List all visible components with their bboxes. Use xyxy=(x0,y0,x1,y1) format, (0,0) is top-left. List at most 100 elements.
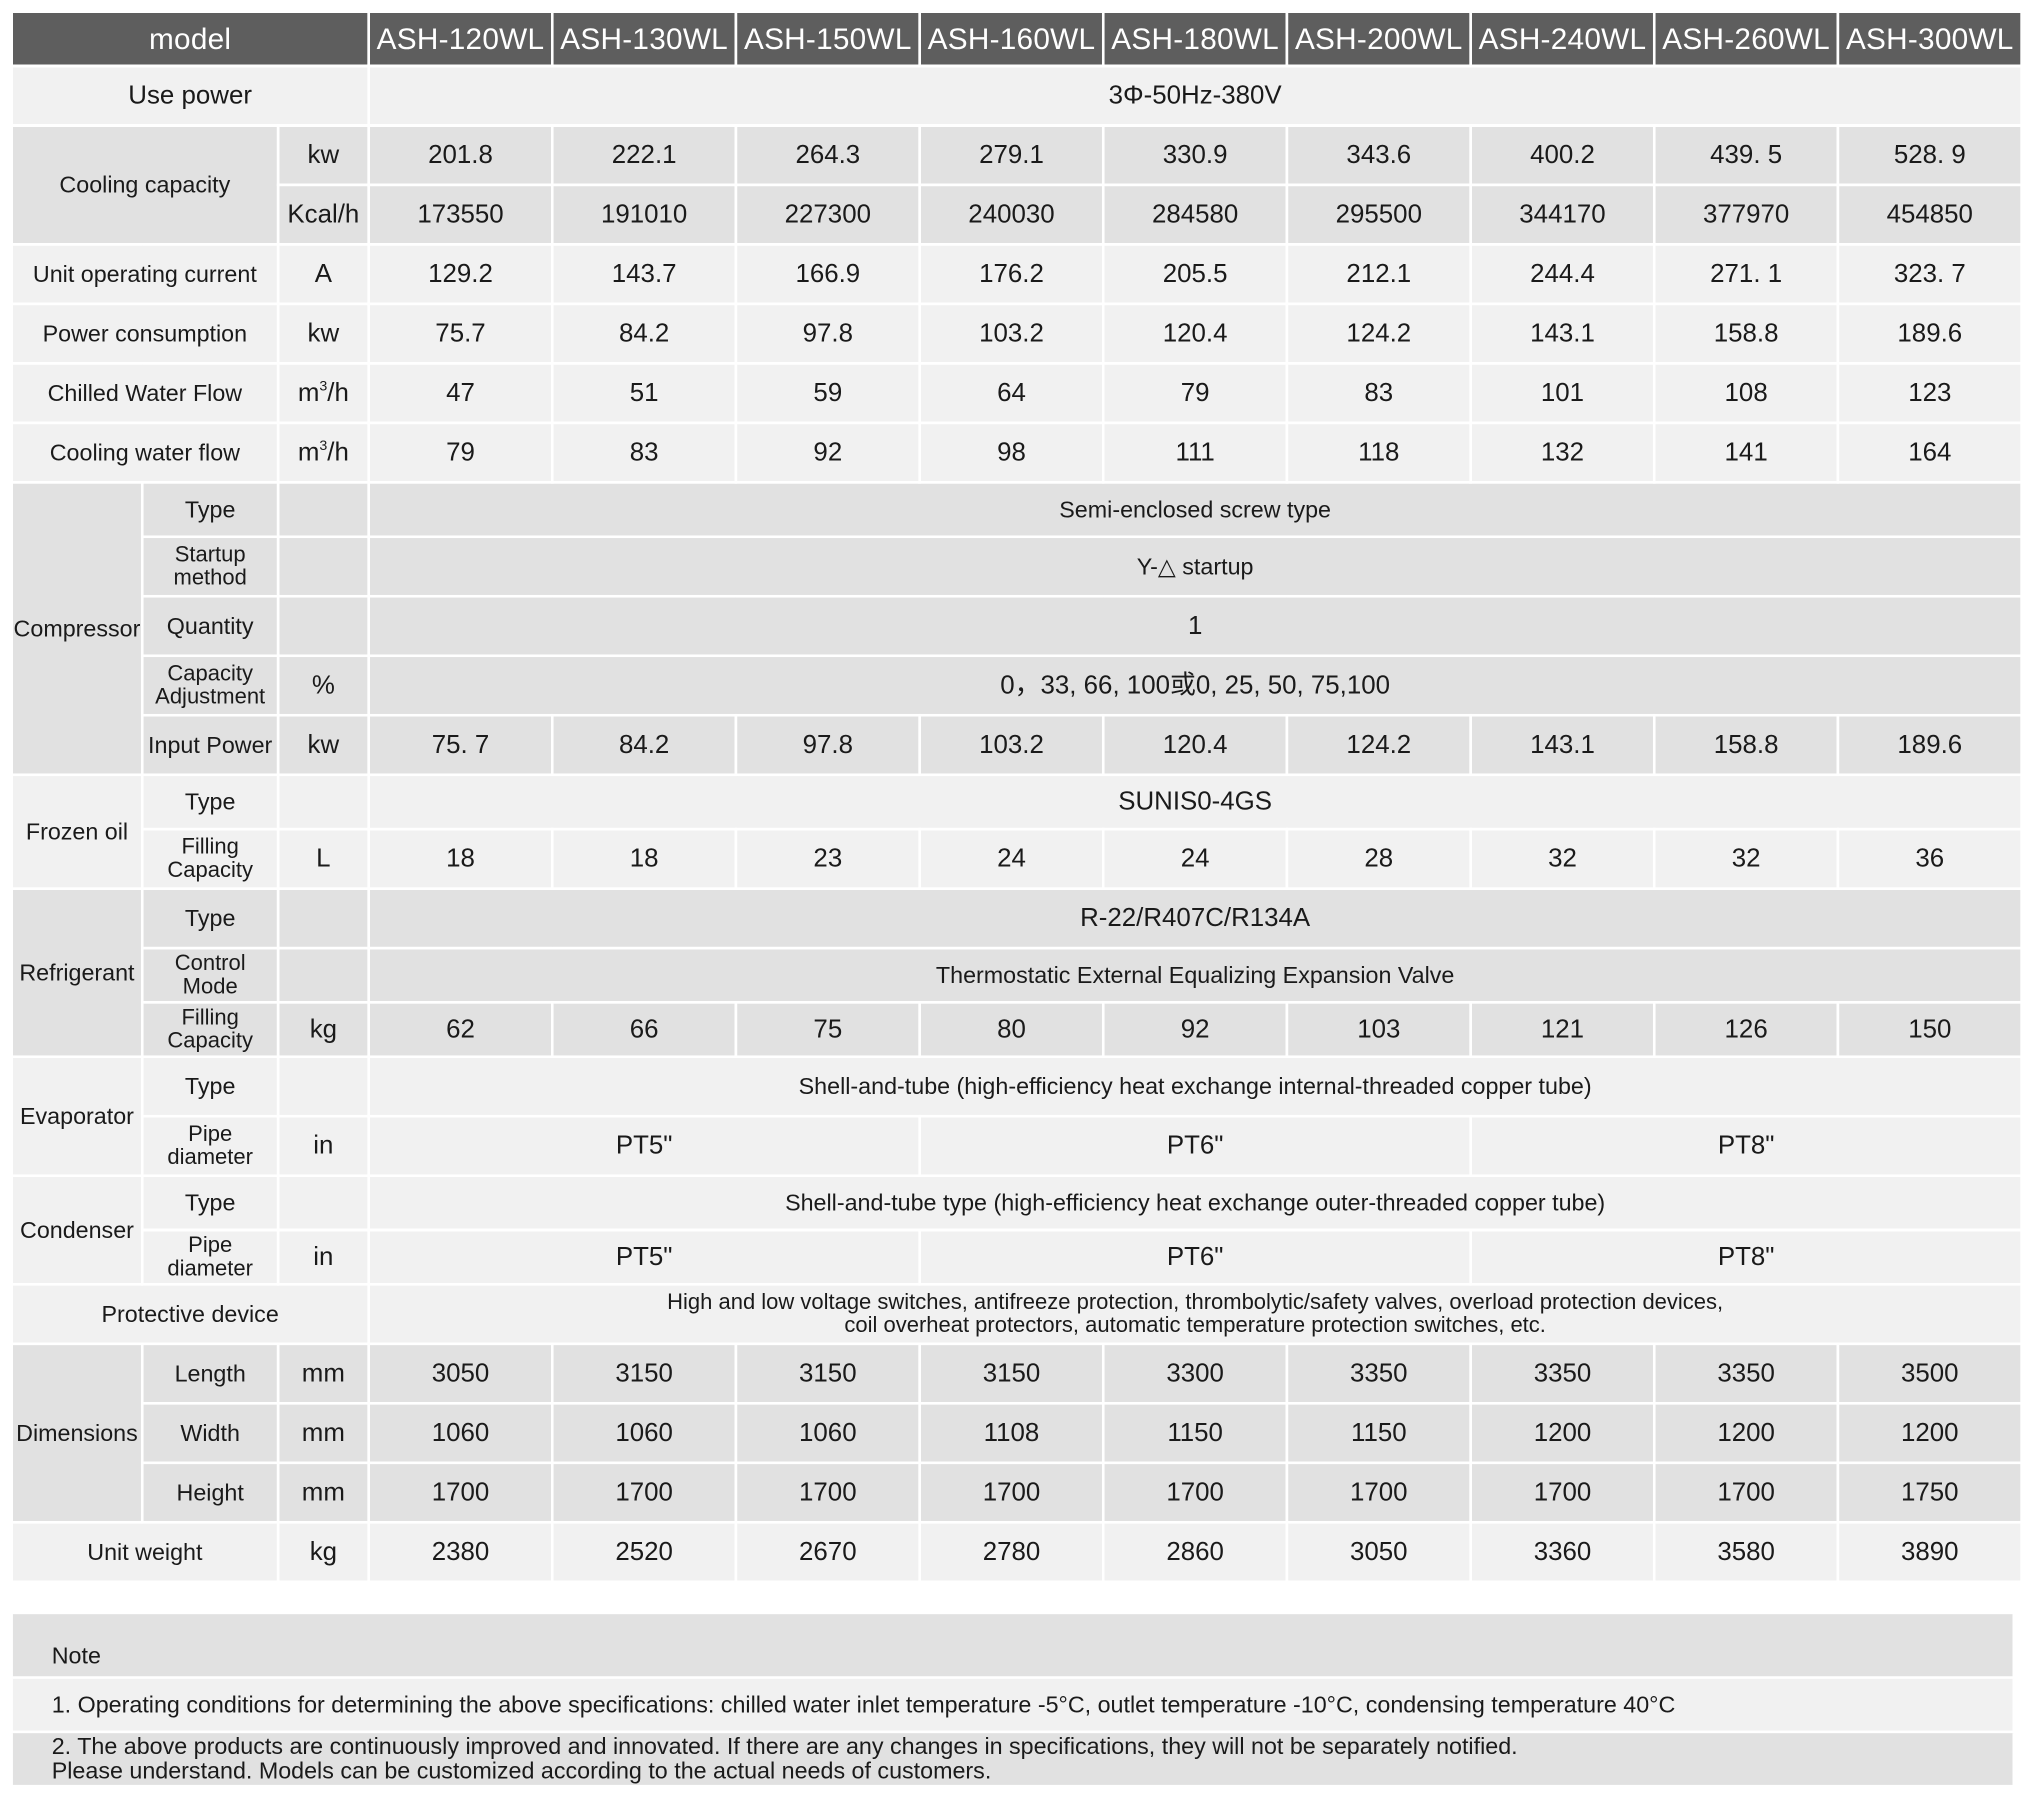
sub-label: Type xyxy=(140,887,280,950)
value-cell: 212.1 xyxy=(1285,243,1472,306)
value-cell: 176.2 xyxy=(918,243,1105,306)
value-cell: 1700 xyxy=(1653,1461,1840,1524)
row-value: Semi-enclosed screw type xyxy=(367,481,2023,539)
unit-cell: mm xyxy=(276,1461,370,1524)
value-cell: 222.1 xyxy=(551,124,738,187)
value-cell: 51 xyxy=(551,362,738,425)
sub-label: Pipe diameter xyxy=(140,1114,280,1177)
cooling-capacity-kw-row: Cooling capacity kw 201.8 222.1 264.3 27… xyxy=(10,124,2023,246)
unit-cell xyxy=(276,887,370,950)
sub-label: Length xyxy=(140,1342,280,1405)
unit-cell: L xyxy=(276,827,370,890)
value-cell: 121 xyxy=(1469,1001,1656,1059)
unit-cell: kw xyxy=(276,713,370,777)
unit-cell: m3/h xyxy=(276,421,370,484)
evaporator-type-row: Evaporator Type Shell-and-tube (high-eff… xyxy=(10,1055,2023,1177)
value-cell: 173550 xyxy=(367,183,554,246)
unit-base: m xyxy=(297,378,320,407)
unit-cell: kg xyxy=(276,1521,370,1584)
dimensions-width-row: Width mm 1060 1060 1060 1108 1150 1150 1… xyxy=(12,1402,2023,1465)
sub-label: Width xyxy=(140,1402,280,1465)
protective-line: coil overheat protectors, automatic temp… xyxy=(844,1312,1546,1338)
unit-cell: in xyxy=(276,1114,370,1177)
value-cell: 227300 xyxy=(734,183,921,246)
sub-label-line: Startup xyxy=(174,542,246,567)
value-cell: 62 xyxy=(367,1001,554,1059)
value-cell: 330.9 xyxy=(1102,124,1289,187)
value-cell: 3300 xyxy=(1102,1342,1289,1405)
note-row: 2. The above products are continuously i… xyxy=(10,1730,2016,1788)
value-cell: 59 xyxy=(734,362,921,425)
value-cell: 1150 xyxy=(1102,1402,1289,1465)
value-cell: 1200 xyxy=(1469,1402,1656,1465)
unit-cell: Kcal/h xyxy=(276,183,370,246)
sub-label: Startup method xyxy=(140,535,280,598)
spec-table: model ASH-120WL ASH-130WL ASH-150WL ASH-… xyxy=(10,10,2023,1584)
dimensions-length-row: Dimensions Length mm 3050 3150 3150 3150… xyxy=(10,1342,2023,1524)
cooling-water-flow-row: Cooling water flow m3/h 79 83 92 98 111 … xyxy=(10,421,2023,484)
pipe-size-cell: PT6" xyxy=(918,1114,1472,1177)
value-cell: 3150 xyxy=(551,1342,738,1405)
value-cell: 344170 xyxy=(1469,183,1656,246)
value-cell: 75. 7 xyxy=(367,713,554,777)
unit-weight-row: Unit weight kg 2380 2520 2670 2780 2860 … xyxy=(10,1521,2023,1584)
value-cell: 32 xyxy=(1653,827,1840,890)
value-cell: 92 xyxy=(1102,1001,1289,1059)
value-cell: 3360 xyxy=(1469,1521,1656,1584)
unit-cell: kw xyxy=(276,302,370,365)
value-cell: 143.1 xyxy=(1469,302,1656,365)
pipe-size-cell: PT5" xyxy=(367,1228,921,1286)
group-label: Compressor xyxy=(10,481,144,777)
dimensions-height-row: Height mm 1700 1700 1700 1700 1700 1700 … xyxy=(12,1461,2023,1524)
model-name: ASH-300WL xyxy=(1836,10,2023,68)
value-cell: 279.1 xyxy=(918,124,1105,187)
value-cell: 191010 xyxy=(551,183,738,246)
value-cell: 1700 xyxy=(734,1461,921,1524)
value-cell: 132 xyxy=(1469,421,1656,484)
sub-label: Height xyxy=(140,1461,280,1524)
value-cell: 83 xyxy=(551,421,738,484)
model-name: ASH-130WL xyxy=(551,10,738,68)
use-power-row: Use power 3Φ-50Hz-380V xyxy=(10,64,2023,127)
value-cell: 24 xyxy=(918,827,1105,890)
row-label: Cooling water flow xyxy=(10,421,280,484)
value-cell: 1750 xyxy=(1836,1461,2023,1524)
unit-cell: m3/h xyxy=(276,362,370,425)
sub-label: Capacity Adjustment xyxy=(140,654,280,717)
value-cell: 3350 xyxy=(1285,1342,1472,1405)
value-cell: 79 xyxy=(367,421,554,484)
value-cell: 1150 xyxy=(1285,1402,1472,1465)
value-cell: 284580 xyxy=(1102,183,1289,246)
unit-cell: in xyxy=(276,1228,370,1286)
unit-base: m xyxy=(297,437,320,467)
value-cell: 103 xyxy=(1285,1001,1472,1059)
value-cell: 92 xyxy=(734,421,921,484)
sub-label-line: Control xyxy=(174,950,246,976)
value-cell: 84.2 xyxy=(551,302,738,365)
sub-label-line: Filling xyxy=(181,1005,239,1030)
sub-label: Input Power xyxy=(140,713,280,777)
model-name: ASH-200WL xyxy=(1285,10,1472,68)
pipe-size-cell: PT6" xyxy=(918,1228,1472,1286)
compressor-startup-row: Startup method Y-△ startup xyxy=(12,535,2023,598)
value-cell: 143.7 xyxy=(551,243,738,306)
value-cell: 2780 xyxy=(918,1521,1105,1584)
group-label: Evaporator xyxy=(10,1055,144,1177)
value-cell: 75 xyxy=(734,1001,921,1059)
model-name: ASH-150WL xyxy=(734,10,921,68)
sub-label-line: diameter xyxy=(167,1255,253,1281)
group-label: Refrigerant xyxy=(10,887,144,1059)
value-cell: 1700 xyxy=(1102,1461,1289,1524)
refrigerant-control-row: Control Mode Thermostatic External Equali… xyxy=(12,946,2023,1004)
unit-cell xyxy=(276,946,370,1004)
unit-cell: A xyxy=(276,243,370,306)
value-cell: 75.7 xyxy=(367,302,554,365)
sub-label: Type xyxy=(140,481,280,539)
frozen-oil-filling-row: Filling Capacity L 18 18 23 24 24 28 32 3… xyxy=(12,827,2023,890)
note-2-line: Please understand. Models can be customi… xyxy=(51,1757,992,1784)
value-cell: 124.2 xyxy=(1285,713,1472,777)
compressor-capacity-adjustment-row: Capacity Adjustment % 0，33, 66, 100或0, 25… xyxy=(12,654,2023,717)
value-cell: 32 xyxy=(1469,827,1656,890)
value-cell: 141 xyxy=(1653,421,1840,484)
value-cell: 66 xyxy=(551,1001,738,1059)
